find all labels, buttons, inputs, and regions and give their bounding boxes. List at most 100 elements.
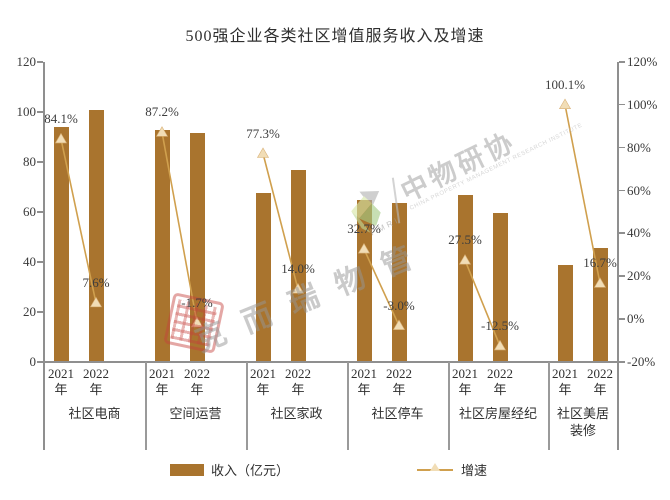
growth-value-label: 32.7% <box>347 221 381 237</box>
year-label: 2021 年 <box>48 366 74 397</box>
growth-value-label: 14.0% <box>281 261 315 277</box>
right-axis-tick <box>619 103 625 106</box>
year-label: 2022 年 <box>487 366 513 397</box>
right-axis-tick-label: 0% <box>627 311 645 327</box>
left-axis-tick <box>37 361 43 363</box>
category-label: 社区家政 <box>270 406 323 421</box>
category-divider <box>347 362 349 450</box>
income-bar <box>592 248 608 361</box>
chart-title: 500强企业各类社区增值服务收入及增速 <box>185 28 485 45</box>
legend-label-growth: 增速 <box>461 463 488 478</box>
right-axis-tick <box>619 232 625 234</box>
income-bar <box>557 264 573 361</box>
year-label: 2021 年 <box>250 366 276 397</box>
income-legend-swatch <box>170 463 204 476</box>
left-axis-line <box>43 62 45 450</box>
growth-marker-icon <box>493 339 507 351</box>
growth-value-label: 7.6% <box>82 274 110 290</box>
growth-marker-icon <box>256 147 270 158</box>
income-bar <box>391 203 407 361</box>
category-divider <box>448 362 450 450</box>
left-axis-tick <box>37 161 43 163</box>
year-label: 2021 年 <box>149 366 175 397</box>
growth-marker-icon <box>190 316 204 328</box>
right-axis-tick-label: 40% <box>627 225 651 241</box>
growth-line-segment <box>262 153 299 290</box>
growth-value-label: 16.7% <box>583 255 617 271</box>
income-bar <box>356 199 372 361</box>
year-label: 2021 年 <box>552 366 578 397</box>
left-axis-tick-label: 20 <box>23 304 36 319</box>
category-label: 社区电商 <box>68 406 121 421</box>
growth-value-label: 84.1% <box>44 110 78 126</box>
right-axis-tick-label: 80% <box>627 139 651 155</box>
category-divider <box>145 362 147 450</box>
year-label: 2022 年 <box>386 366 412 397</box>
income-bar <box>492 213 508 361</box>
right-axis-line <box>617 62 619 450</box>
growth-line-segment <box>161 132 198 323</box>
left-axis-tick <box>37 61 43 63</box>
growth-marker-icon <box>558 98 572 109</box>
right-axis-tick <box>619 275 625 277</box>
right-axis-tick-label: 100% <box>627 96 658 112</box>
legend: 收入（亿元） 增速 <box>0 458 670 484</box>
category-divider <box>548 362 550 450</box>
left-axis-tick <box>37 211 43 213</box>
growth-value-label: -1.7% <box>181 294 213 310</box>
growth-value-label: -12.5% <box>481 317 519 333</box>
left-axis-tick <box>37 261 43 263</box>
right-axis-tick-label: 20% <box>627 268 651 284</box>
legend-item-growth: 增速 <box>417 460 487 479</box>
growth-line-segment <box>363 248 400 326</box>
growth-value-label: 77.3% <box>246 125 280 141</box>
growth-marker-icon <box>155 126 169 137</box>
year-label: 2022 年 <box>587 366 613 397</box>
right-axis-tick <box>619 361 625 363</box>
left-axis-tick-label: 100 <box>16 104 37 119</box>
growth-marker-icon <box>357 242 371 254</box>
year-label: 2021 年 <box>452 366 478 397</box>
growth-marker-icon <box>54 132 68 144</box>
growth-marker-icon <box>392 319 406 330</box>
category-label: 社区美居装修 <box>556 406 609 438</box>
income-bar <box>457 194 473 361</box>
left-axis-tick-label: 120 <box>16 54 37 69</box>
growth-line-segment <box>60 138 97 304</box>
right-axis-tick-label: 60% <box>627 182 651 198</box>
growth-line-segment <box>564 104 601 284</box>
left-axis-tick-label: 60 <box>23 204 36 219</box>
legend-item-income: 收入（亿元） <box>170 460 289 479</box>
category-label: 空间运营 <box>169 406 222 421</box>
year-label: 2022 年 <box>285 366 311 397</box>
category-label: 社区房屋经纪 <box>458 406 537 421</box>
right-axis-tick <box>619 318 625 320</box>
left-axis-tick-label: 0 <box>29 354 37 369</box>
right-axis-tick-label: 120% <box>627 54 658 69</box>
right-axis-tick <box>619 146 625 149</box>
income-bar <box>290 169 306 361</box>
growth-legend-triangle-icon <box>430 462 440 471</box>
growth-marker-icon <box>89 296 103 308</box>
left-axis-tick-label: 80 <box>23 154 36 169</box>
growth-marker-icon <box>458 254 472 265</box>
year-label: 2022 年 <box>83 366 109 397</box>
growth-marker-icon <box>593 277 607 288</box>
growth-value-label: 27.5% <box>448 232 482 248</box>
growth-marker-icon <box>291 283 305 294</box>
growth-line-segment <box>464 259 501 347</box>
right-axis-tick <box>619 189 625 192</box>
income-bar <box>53 127 69 361</box>
right-axis-tick <box>619 61 625 63</box>
growth-value-label: 100.1% <box>544 76 586 92</box>
x-axis-line <box>43 361 619 363</box>
left-axis-tick <box>37 111 43 113</box>
income-bar <box>88 109 104 361</box>
category-label: 社区停车 <box>371 406 424 421</box>
income-bar <box>255 193 271 361</box>
left-axis-tick-label: 40 <box>23 254 36 269</box>
year-label: 2021 年 <box>351 366 377 397</box>
growth-value-label: -3.0% <box>383 297 415 313</box>
